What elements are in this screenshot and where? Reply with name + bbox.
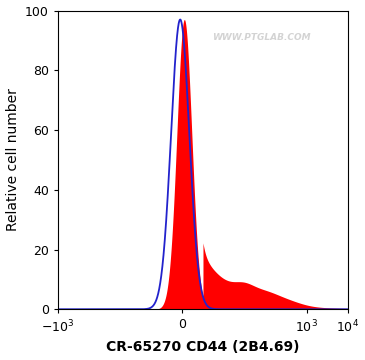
Text: WWW.PTGLAB.COM: WWW.PTGLAB.COM xyxy=(212,33,310,42)
X-axis label: CR-65270 CD44 (2B4.69): CR-65270 CD44 (2B4.69) xyxy=(106,341,300,355)
Y-axis label: Relative cell number: Relative cell number xyxy=(5,89,20,231)
